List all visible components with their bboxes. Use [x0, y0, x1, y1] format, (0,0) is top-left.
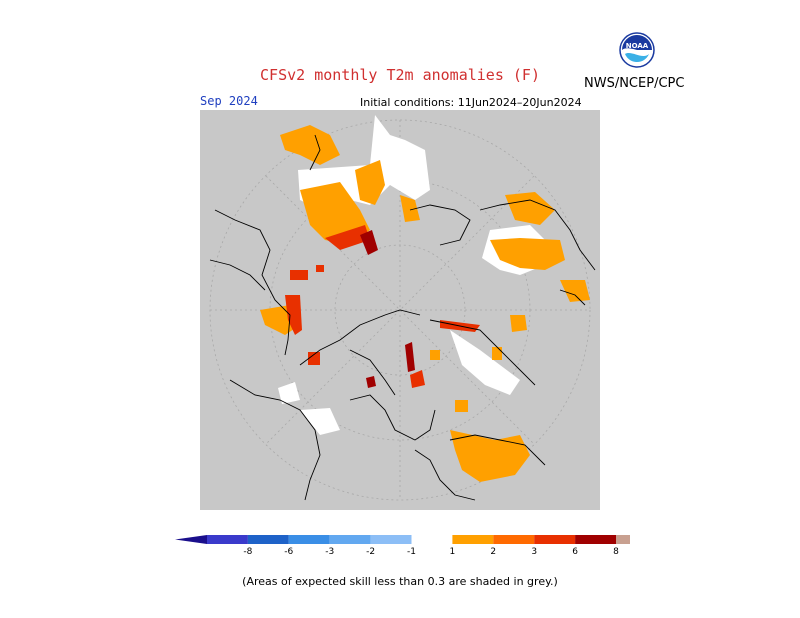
- colorbar-segment: [534, 535, 576, 544]
- colorbar-tick-label: -6: [284, 547, 293, 557]
- colorbar-segment: [370, 535, 412, 544]
- map-title: CFSv2 monthly T2m anomalies (F): [260, 66, 540, 84]
- colorbar-tick-label: -8: [243, 547, 252, 557]
- colorbar-segment: [575, 535, 616, 544]
- colorbar-segment: [207, 535, 248, 544]
- colorbar-tick-label: 8: [613, 547, 619, 557]
- colorbar-segment: [452, 535, 494, 544]
- colorbar-tick-label: 3: [531, 547, 537, 557]
- colorbar-low-arrow: [175, 535, 207, 544]
- agency-label: NWS/NCEP/CPC: [584, 76, 685, 91]
- anomaly-map: [200, 110, 600, 510]
- colorbar-tick-label: -2: [366, 547, 375, 557]
- initial-conditions-label: Initial conditions: 11Jun2024–20Jun2024: [360, 96, 582, 109]
- anomaly-plus2-regions: [285, 225, 480, 388]
- noaa-logo-icon: NOAA: [619, 32, 655, 68]
- colorbar-tick-label: 6: [572, 547, 578, 557]
- colorbar-segment: [616, 535, 630, 544]
- svg-text:NOAA: NOAA: [626, 42, 649, 50]
- skill-note: (Areas of expected skill less than 0.3 a…: [242, 575, 558, 588]
- colorbar-tick-label: 2: [490, 547, 496, 557]
- colorbar-tick-label: -1: [407, 547, 416, 557]
- colorbar-segment: [329, 535, 371, 544]
- colorbar-segment: [411, 535, 453, 544]
- target-month-label: Sep 2024: [200, 94, 258, 108]
- colorbar-segment: [288, 535, 330, 544]
- coastlines: [209, 134, 596, 501]
- colorbar-tick-label: -3: [325, 547, 334, 557]
- anomaly-plus3-regions: [360, 230, 415, 388]
- colorbar-segment: [247, 535, 289, 544]
- colorbar: -8 -6 -3 -2 -1 1 2 3 6 8: [175, 535, 630, 557]
- colorbar-segment: [493, 535, 535, 544]
- colorbar-tick-label: 1: [450, 547, 456, 557]
